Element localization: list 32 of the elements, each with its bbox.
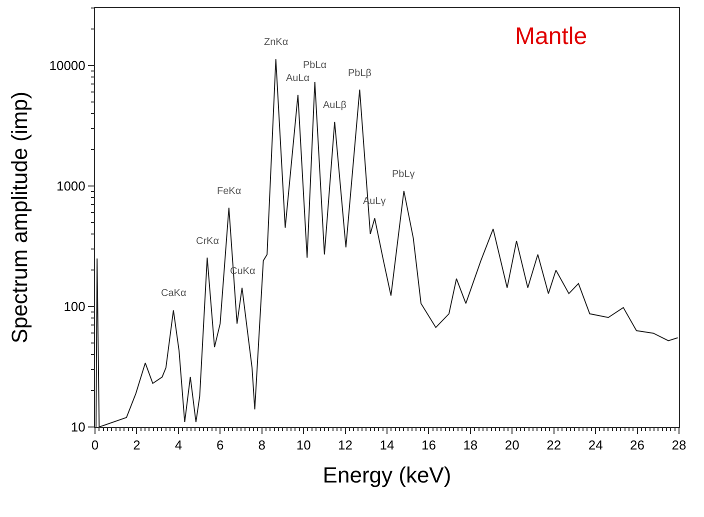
x-tick-label: 14 [380, 438, 394, 453]
annotation: CaKα [161, 288, 186, 299]
y-tick-label: 1000 [56, 178, 86, 194]
x-axis-title: Energy (keV) [322, 462, 452, 488]
y-axis-title: Spectrum amplitude (imp) [7, 92, 32, 344]
y-tick-label: 10 [70, 420, 86, 435]
annotation: PbLγ [392, 169, 415, 180]
annotation: AuLα [286, 73, 310, 84]
annotation: CrKα [196, 236, 220, 247]
y-tick-label: 100 [64, 299, 86, 314]
line-series [96, 58, 678, 427]
annotation: FeKα [217, 186, 242, 197]
annotation: PbLβ [348, 68, 372, 79]
x-tick-label: 4 [174, 438, 182, 453]
x-tick-label: 24 [588, 438, 603, 453]
x-tick-label: 10 [296, 438, 311, 453]
x-tick-label: 0 [91, 438, 99, 453]
x-tick-label: 20 [504, 438, 520, 453]
annotation: Mantle [515, 23, 588, 50]
annotation: PbLα [303, 60, 327, 71]
x-tick-label: 12 [338, 438, 353, 453]
x-tick-label: 26 [630, 438, 645, 453]
x-tick-label: 22 [546, 438, 562, 453]
x-tick-label: 2 [133, 438, 140, 453]
annotation: AuLβ [323, 100, 347, 111]
x-tick-label: 8 [258, 438, 266, 453]
x-tick-label: 28 [672, 438, 686, 453]
y-tick-label: 10000 [49, 58, 86, 74]
annotation: ZnKα [264, 37, 288, 48]
x-tick-label: 6 [216, 438, 224, 453]
x-tick-label: 18 [463, 438, 478, 453]
x-tick-label: 16 [421, 438, 436, 453]
